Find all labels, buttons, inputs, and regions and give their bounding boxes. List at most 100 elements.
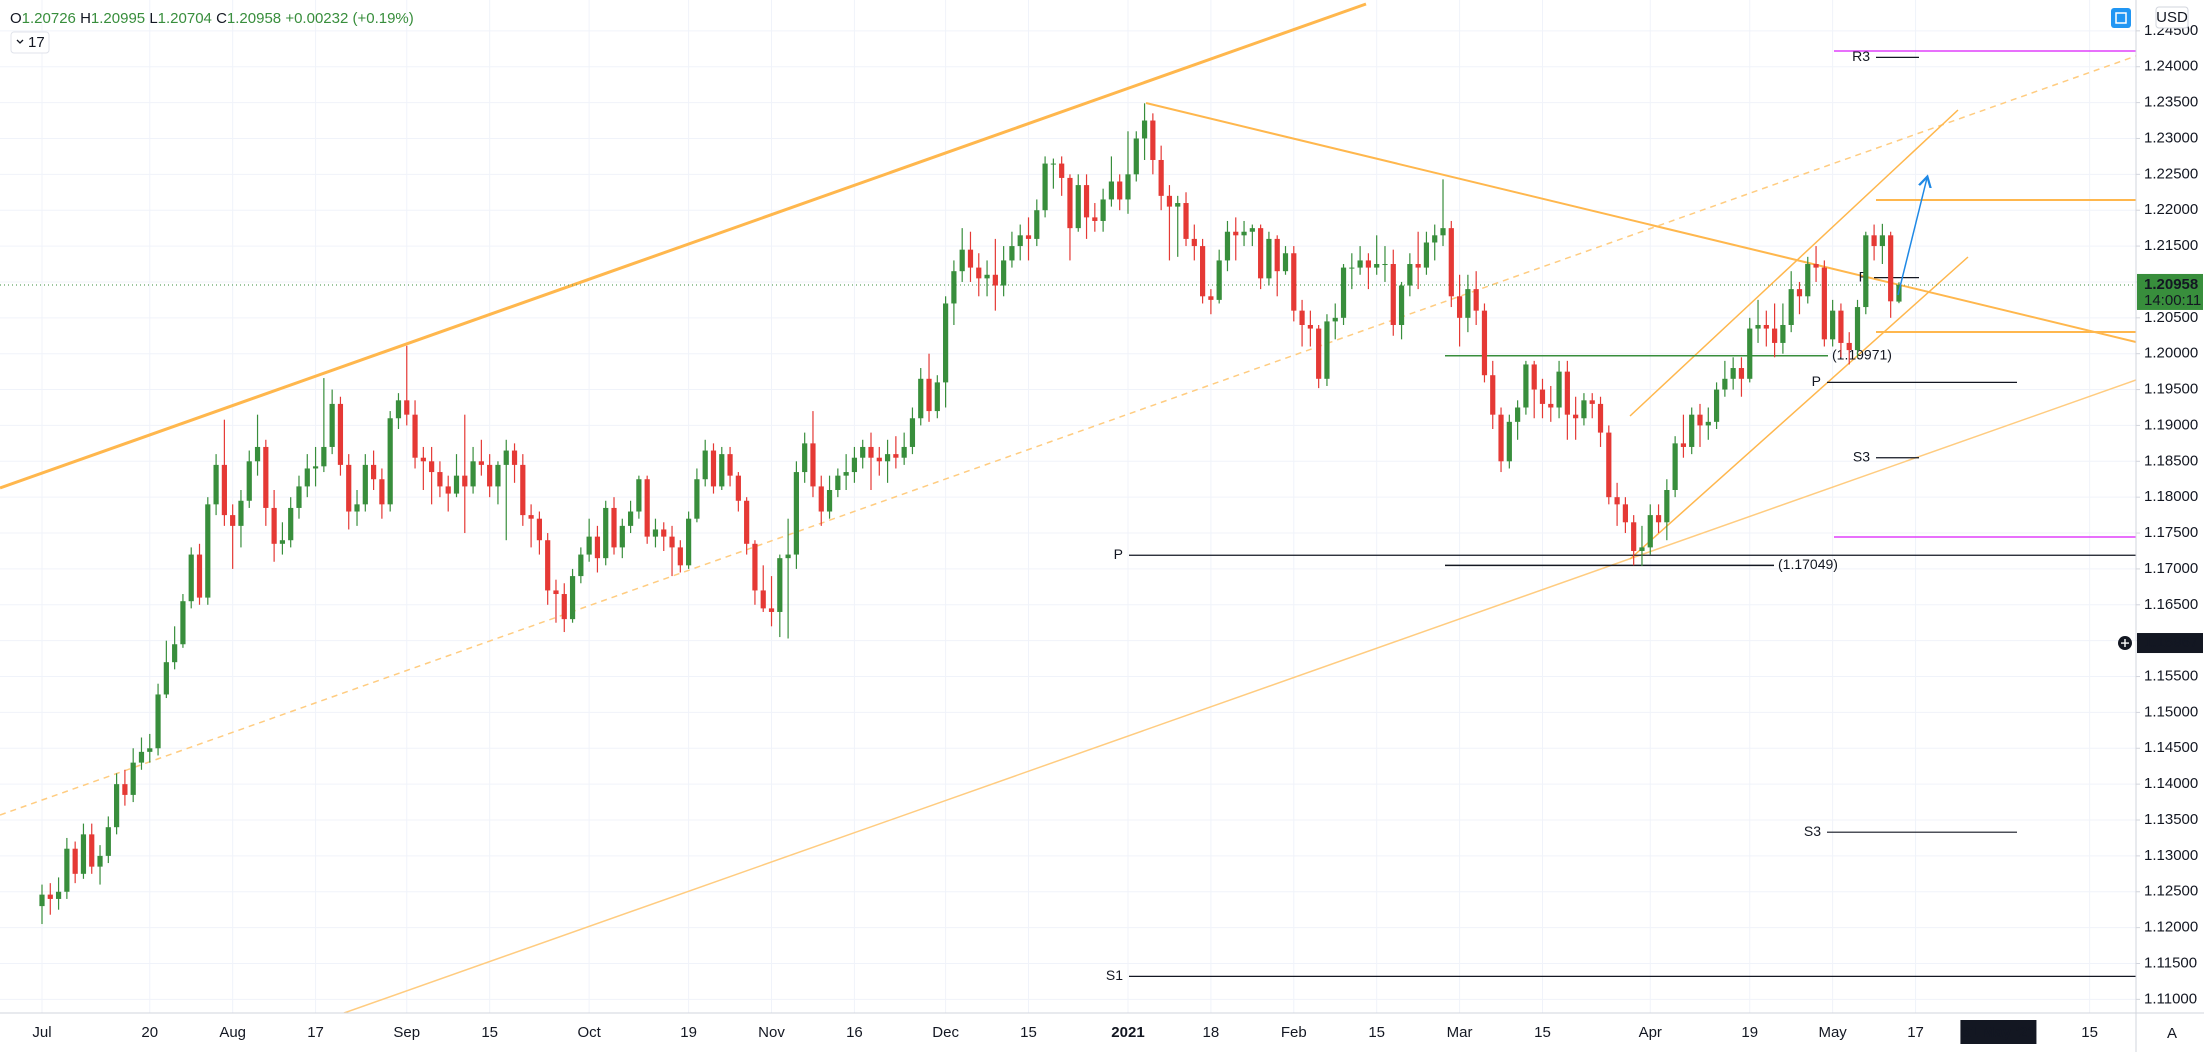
crosshair-price-tag: [2137, 633, 2203, 654]
marked-price-label: (1.19971): [1832, 346, 1892, 362]
candle-body: [1888, 235, 1894, 302]
candle-body: [1175, 203, 1181, 207]
channel-line: [1629, 109, 1959, 417]
candle-body: [1705, 421, 1711, 426]
crosshair-date: 31 May '21: [1961, 1024, 2035, 1041]
candle-body: [1697, 414, 1703, 426]
candle-body: [594, 536, 601, 559]
y-tick-label: 1.21500: [2144, 237, 2198, 254]
settings-button[interactable]: [2111, 8, 2131, 28]
candle-body: [1747, 328, 1753, 379]
candle-body: [1299, 310, 1305, 325]
x-tick-label: Oct: [577, 1024, 601, 1041]
candle-body: [1796, 289, 1803, 297]
candle-body: [1100, 199, 1106, 221]
ohlc-key: O: [10, 10, 22, 27]
candle-body: [785, 554, 791, 559]
candle-body: [843, 472, 849, 476]
last-price-value: 1.20958: [2144, 276, 2198, 293]
candle-body: [1481, 310, 1488, 376]
candle-body: [1863, 235, 1869, 308]
candle-body: [296, 486, 302, 508]
candle-body: [1432, 235, 1438, 243]
candle-body: [503, 450, 509, 465]
candle-body: [288, 507, 294, 541]
y-tick-label: 1.22000: [2144, 201, 2198, 218]
candle-body: [1830, 310, 1836, 340]
candle-body: [55, 891, 62, 899]
x-tick-label: Feb: [1281, 1024, 1307, 1041]
candle-body: [578, 554, 584, 577]
candle-body: [1291, 253, 1297, 311]
y-tick-label: 1.17000: [2144, 560, 2198, 577]
x-tick-label: Dec: [932, 1024, 959, 1041]
candle-body: [868, 446, 874, 458]
candle-body: [1324, 321, 1330, 379]
candle-body: [1117, 181, 1123, 200]
candle-body: [1150, 120, 1156, 160]
candle-body: [719, 454, 725, 487]
candle-body: [652, 529, 659, 537]
y-tick-label: 1.24000: [2144, 58, 2198, 75]
candle-body: [545, 540, 551, 591]
candle-body: [1556, 371, 1562, 408]
candle-body: [669, 536, 675, 548]
candle-body: [1498, 414, 1504, 462]
candle-body: [586, 536, 592, 555]
auto-scale[interactable]: A: [2167, 1025, 2177, 1042]
candle-body: [810, 443, 816, 487]
y-tick-label: 1.11000: [2144, 990, 2197, 1007]
candle-body: [1274, 238, 1280, 272]
pivot-label: S3: [1804, 823, 1821, 839]
y-tick-label: 1.12000: [2144, 919, 2198, 936]
candle-body: [561, 594, 567, 620]
candle-body: [213, 464, 219, 505]
y-tick-label: 1.19000: [2144, 416, 2198, 433]
candle-body: [1423, 242, 1430, 268]
candle-body: [172, 644, 178, 663]
candle-body: [851, 457, 858, 473]
currency-box[interactable]: [2155, 6, 2189, 29]
candle-body: [321, 446, 327, 467]
candle-body: [1606, 432, 1612, 498]
projection-arrow: [1897, 178, 1927, 296]
candle-body: [1506, 421, 1512, 462]
candle-body: [1166, 195, 1173, 207]
change: +0.00232 (+0.19%): [285, 10, 413, 27]
candle-body: [1241, 231, 1247, 236]
candle-body: [1456, 296, 1463, 318]
x-tick-label: Mar: [1447, 1024, 1473, 1041]
candle-body: [437, 472, 443, 487]
interval-toggle[interactable]: [10, 31, 50, 54]
pivot-label: S1: [1106, 967, 1123, 983]
candle-body: [1539, 389, 1546, 404]
candle-body: [404, 400, 410, 415]
candle-body: [1846, 342, 1852, 351]
candle-body: [97, 855, 103, 867]
candle-body: [429, 461, 435, 473]
ohlc-key: C: [216, 10, 227, 27]
candle-body: [1233, 231, 1239, 236]
candle-body: [876, 457, 882, 462]
candle-body: [1183, 203, 1189, 239]
candle-body: [1340, 267, 1347, 318]
x-tick-label: Nov: [758, 1024, 785, 1041]
candle-body: [1067, 177, 1073, 229]
candle-body: [72, 848, 78, 874]
y-tick-label: 1.18500: [2144, 452, 2198, 469]
candle-body: [1200, 246, 1206, 297]
crosshair-price: 1.15967: [2144, 634, 2198, 651]
candle-body: [1125, 174, 1131, 200]
y-tick-label: 1.12500: [2144, 883, 2198, 900]
candle-body: [984, 274, 990, 279]
x-tick-label: 19: [680, 1024, 697, 1041]
candle-body: [802, 443, 808, 473]
trend-line: [0, 55, 2136, 816]
candle-body: [793, 472, 799, 555]
candle-body: [337, 403, 344, 465]
candle-body: [263, 446, 269, 508]
candle-body: [860, 446, 866, 458]
x-tick-label: May: [1818, 1024, 1847, 1041]
